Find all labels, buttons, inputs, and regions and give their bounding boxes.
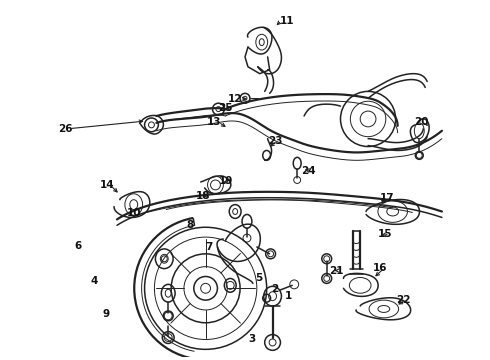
Text: 14: 14 <box>100 180 115 190</box>
Text: 18: 18 <box>196 191 210 201</box>
Text: 1: 1 <box>284 291 292 301</box>
Text: 8: 8 <box>186 220 193 230</box>
Text: 2: 2 <box>271 284 279 294</box>
Text: 26: 26 <box>58 124 73 134</box>
Text: 24: 24 <box>301 166 316 176</box>
Text: 15: 15 <box>378 229 392 239</box>
Text: 10: 10 <box>127 208 141 219</box>
Text: 11: 11 <box>279 15 294 26</box>
Text: 17: 17 <box>380 193 394 203</box>
Text: 12: 12 <box>228 94 243 104</box>
Text: 22: 22 <box>395 295 410 305</box>
Text: 21: 21 <box>329 266 343 276</box>
Text: 13: 13 <box>207 117 221 127</box>
Text: 9: 9 <box>102 309 109 319</box>
Text: 16: 16 <box>373 263 388 273</box>
Text: 19: 19 <box>219 176 233 186</box>
Text: 23: 23 <box>268 136 282 145</box>
Text: 25: 25 <box>219 103 233 113</box>
Text: 7: 7 <box>206 242 213 252</box>
Text: 6: 6 <box>74 241 82 251</box>
Text: 20: 20 <box>415 117 429 127</box>
Text: 5: 5 <box>255 274 262 283</box>
Text: 4: 4 <box>91 276 98 287</box>
Text: 3: 3 <box>248 333 255 343</box>
